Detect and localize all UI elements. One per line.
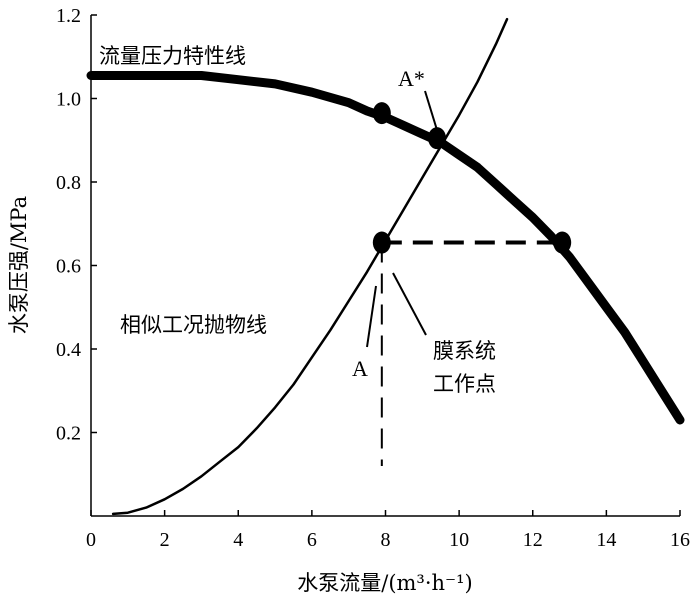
series-line-flow-pressure: [86, 71, 685, 425]
point-label-a: A: [352, 356, 368, 381]
curve-label-parabola: 相似工况抛物线: [120, 313, 267, 337]
x-tick-label-6: 12: [523, 529, 543, 551]
leader-op-point: [392, 272, 427, 336]
curve-label-flow-pressure: 流量压力特性线: [99, 44, 246, 68]
op-point-label-line2: 工作点: [433, 372, 496, 396]
point-label-a-star: A*: [398, 66, 425, 91]
y-tick-label-4: 1.0: [56, 89, 81, 111]
y-axis-title: 水泵压强/MPa: [7, 196, 31, 334]
y-tick-label-3: 0.8: [56, 172, 81, 194]
marker-point-3: [553, 231, 572, 254]
x-tick-label-4: 8: [381, 529, 391, 551]
x-tick-label-3: 6: [307, 529, 317, 551]
op-point-label-line1: 膜系统: [433, 339, 496, 363]
y-tick-label-2: 0.6: [56, 256, 81, 278]
series-line-similar-parabola: [111, 17, 509, 516]
markers: [372, 102, 572, 254]
marker-point-2: [372, 231, 391, 254]
marker-point-1: [428, 127, 447, 150]
x-ticks: 0 2 4 6 8 10 12 14 16: [86, 510, 690, 551]
y-tick-label-5: 1.2: [56, 5, 81, 27]
x-tick-label-0: 0: [86, 529, 96, 551]
x-tick-label-1: 2: [160, 529, 170, 551]
marker-point-0: [372, 102, 391, 125]
y-tick-label-1: 0.4: [56, 339, 81, 361]
leader-a: [366, 285, 377, 348]
x-tick-label-8: 16: [670, 529, 690, 551]
x-axis-title: 水泵流量/(m³·h⁻¹): [297, 571, 473, 595]
x-tick-label-7: 14: [596, 529, 616, 551]
x-tick-label-5: 10: [449, 529, 469, 551]
leader-a-star: [424, 90, 438, 131]
y-tick-label-0: 0.2: [56, 423, 81, 445]
x-tick-label-2: 4: [233, 529, 243, 551]
y-ticks: 0.2 0.4 0.6 0.8 1.0 1.2: [56, 5, 97, 445]
